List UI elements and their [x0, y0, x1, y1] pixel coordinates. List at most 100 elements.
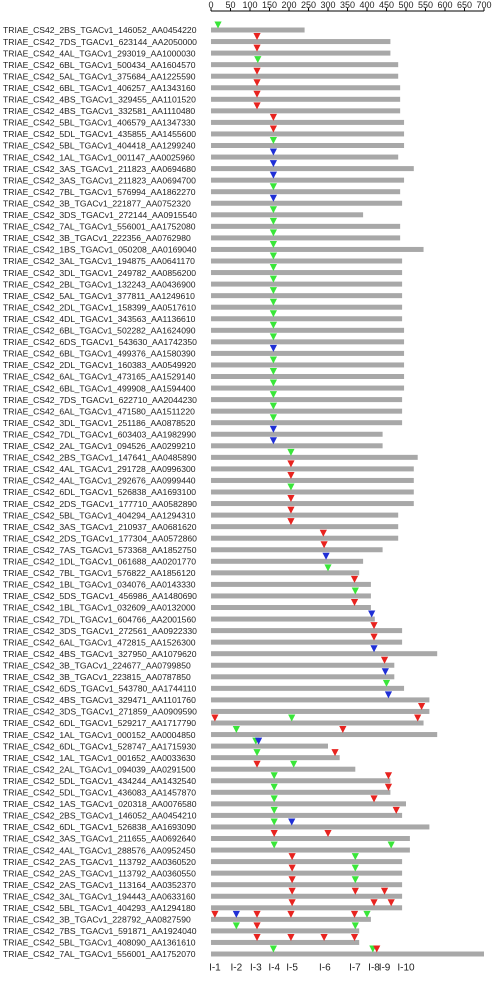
scale-tick-label: 100	[242, 0, 257, 10]
intron-marker-red	[211, 910, 219, 918]
gene-id-label: TRIAE_CS42_7DS_TGACv1_623144_AA2050000	[3, 37, 197, 47]
gene-row: TRIAE_CS42_6DL_TGACv1_529217_AA1717790	[3, 714, 424, 728]
gene-length-bar	[211, 870, 403, 876]
intron-marker-red	[339, 726, 347, 734]
gene-row: TRIAE_CS42_5BL_TGACv1_404293_AA1294180	[3, 899, 403, 913]
gene-length-bar	[211, 662, 395, 668]
gene-id-label: TRIAE_CS42_3B_TGACv1_224677_AA0799850	[3, 660, 191, 670]
gene-id-label: TRIAE_CS42_3B_TGACv1_222356_AA0762980	[3, 233, 191, 243]
intron-marker-red	[370, 899, 378, 907]
intron-marker-blue	[288, 818, 296, 826]
intron-marker-red	[350, 933, 359, 941]
gene-row: TRIAE_CS42_2DL_TGACv1_158399_AA0517610	[3, 298, 403, 312]
gene-length-bar	[211, 674, 395, 680]
gene-id-label: TRIAE_CS42_2AL_TGACv1_094526_AA0299210	[3, 441, 196, 451]
gene-id-label: TRIAE_CS42_2DL_TGACv1_160383_AA0549920	[3, 360, 196, 370]
intron-marker-green	[324, 564, 332, 572]
intron-marker-green	[270, 841, 278, 849]
intron-label: I-5	[286, 963, 298, 974]
gene-row: TRIAE_CS42_7BS_TGACv1_591871_AA1924040	[3, 922, 360, 936]
intron-marker-blue	[269, 344, 277, 352]
gene-length-bar	[211, 119, 405, 125]
gene-length-bar	[211, 108, 401, 114]
gene-id-label: TRIAE_CS42_1BS_TGACv1_050208_AA0169040	[3, 245, 197, 255]
intron-marker-green	[269, 402, 277, 410]
intron-marker-red	[320, 541, 328, 549]
intron-marker-green	[269, 391, 277, 399]
gene-id-label: TRIAE_CS42_4AL_TGACv1_293019_AA1000030	[3, 48, 196, 58]
gene-length-bar	[211, 882, 403, 888]
gene-row: TRIAE_CS42_6BL_TGACv1_500434_AA1604570	[3, 56, 399, 70]
scale-tick-label: 250	[301, 0, 316, 10]
scale-tick-label: 700	[476, 0, 491, 10]
intron-marker-red	[387, 899, 395, 907]
gene-id-label: TRIAE_CS42_6DL_TGACv1_526838_AA1693100	[3, 487, 196, 497]
gene-length-bar	[211, 939, 360, 945]
gene-row: TRIAE_CS42_7AS_TGACv1_573368_AA1852750	[3, 541, 383, 555]
intron-label: I-4	[268, 963, 280, 974]
gene-id-label: TRIAE_CS42_2DS_TGACv1_177710_AA0582890	[3, 499, 197, 509]
gene-id-label: TRIAE_CS42_6DL_TGACv1_529217_AA1717790	[3, 718, 196, 728]
gene-id-label: TRIAE_CS42_1DL_TGACv1_061688_AA0201770	[3, 557, 196, 567]
intron-marker-blue	[254, 737, 263, 745]
intron-marker-red	[384, 783, 393, 791]
gene-length-bar	[211, 778, 391, 784]
gene-id-label: TRIAE_CS42_6BL_TGACv1_500434_AA1604570	[3, 60, 196, 70]
gene-length-bar	[211, 235, 401, 241]
gene-length-bar	[211, 62, 399, 68]
intron-marker-blue	[384, 691, 393, 699]
gene-row: TRIAE_CS42_5AL_TGACv1_377811_AA1249610	[3, 287, 403, 301]
gene-length-bar	[211, 397, 403, 403]
gene-row: TRIAE_CS42_6DS_TGACv1_543780_AA1744110	[3, 679, 405, 694]
gene-id-label: TRIAE_CS42_6BL_TGACv1_499908_AA1594400	[3, 383, 196, 393]
intron-marker-red	[269, 113, 277, 121]
gene-length-bar	[211, 755, 340, 761]
gene-length-bar	[211, 443, 383, 449]
gene-length-bar	[211, 916, 371, 922]
intron-marker-green	[269, 321, 277, 329]
intron-marker-green	[254, 56, 262, 64]
gene-id-label: TRIAE_CS42_1AL_TGACv1_000152_AA0004850	[3, 730, 196, 740]
gene-id-label: TRIAE_CS42_5BL_TGACv1_404418_AA1299240	[3, 141, 196, 151]
gene-id-label: TRIAE_CS42_1BL_TGACv1_034076_AA0143330	[3, 580, 196, 590]
gene-length-bar	[211, 708, 430, 714]
gene-row: TRIAE_CS42_3AL_TGACv1_194443_AA0633160	[3, 887, 403, 901]
gene-id-label: TRIAE_CS42_1BL_TGACv1_032609_AA0132000	[3, 603, 196, 613]
intron-marker-red	[253, 933, 261, 941]
gene-row: TRIAE_CS42_4BS_TGACv1_329471_AA1101760	[3, 691, 430, 705]
gene-row: TRIAE_CS42_3B_TGACv1_223815_AA0787850	[3, 668, 395, 682]
gene-id-label: TRIAE_CS42_3DL_TGACv1_249782_AA0856200	[3, 268, 196, 278]
gene-id-label: TRIAE_CS42_5BL_TGACv1_406579_AA1347330	[3, 118, 196, 128]
gene-length-bar	[211, 154, 399, 160]
gene-row: TRIAE_CS42_4AL_TGACv1_292676_AA0999440	[3, 471, 414, 486]
gene-row: TRIAE_CS42_5BL_TGACv1_406579_AA1347330	[3, 113, 405, 128]
gene-length-bar	[211, 73, 399, 79]
gene-row: TRIAE_CS42_3DS_TGACv1_272144_AA0915540	[3, 206, 364, 220]
gene-row: TRIAE_CS42_6BL_TGACv1_499376_AA1580390	[3, 344, 405, 359]
intron-marker-red	[418, 702, 426, 710]
gene-id-label: TRIAE_CS42_2BS_TGACv1_146052_AA0454210	[3, 811, 197, 821]
gene-row: TRIAE_CS42_2AL_TGACv1_094526_AA0299210	[3, 437, 383, 451]
gene-id-label: TRIAE_CS42_3B_TGACv1_221877_AA0752320	[3, 198, 191, 208]
intron-marker-green	[214, 21, 222, 29]
gene-row: TRIAE_CS42_2BS_TGACv1_147641_AA0485890	[3, 448, 418, 463]
gene-length-bar	[211, 281, 403, 287]
gene-length-bar	[211, 743, 328, 749]
intron-label: I-9	[379, 963, 391, 974]
intron-marker-blue	[269, 171, 277, 179]
gene-length-bar	[211, 270, 403, 276]
intron-marker-green	[269, 275, 277, 283]
gene-id-label: TRIAE_CS42_5DS_TGACv1_456986_AA1480690	[3, 591, 197, 601]
gene-id-label: TRIAE_CS42_1AL_TGACv1_001652_AA0033630	[3, 753, 196, 763]
gene-length-bar	[211, 697, 430, 703]
gene-length-bar	[211, 951, 484, 957]
gene-id-label: TRIAE_CS42_7DL_TGACv1_603403_AA1982990	[3, 429, 196, 439]
gene-length-bar	[211, 789, 391, 795]
intron-marker-green	[269, 379, 277, 387]
gene-id-label: TRIAE_CS42_6BL_TGACv1_406257_AA1343160	[3, 83, 196, 93]
intron-marker-green	[382, 679, 391, 687]
gene-length-bar	[211, 801, 406, 807]
gene-id-label: TRIAE_CS42_3DS_TGACv1_272561_AA0922330	[3, 626, 197, 636]
gene-row: TRIAE_CS42_5BL_TGACv1_404418_AA1299240	[3, 137, 405, 151]
scale-tick-label: 200	[281, 0, 296, 10]
